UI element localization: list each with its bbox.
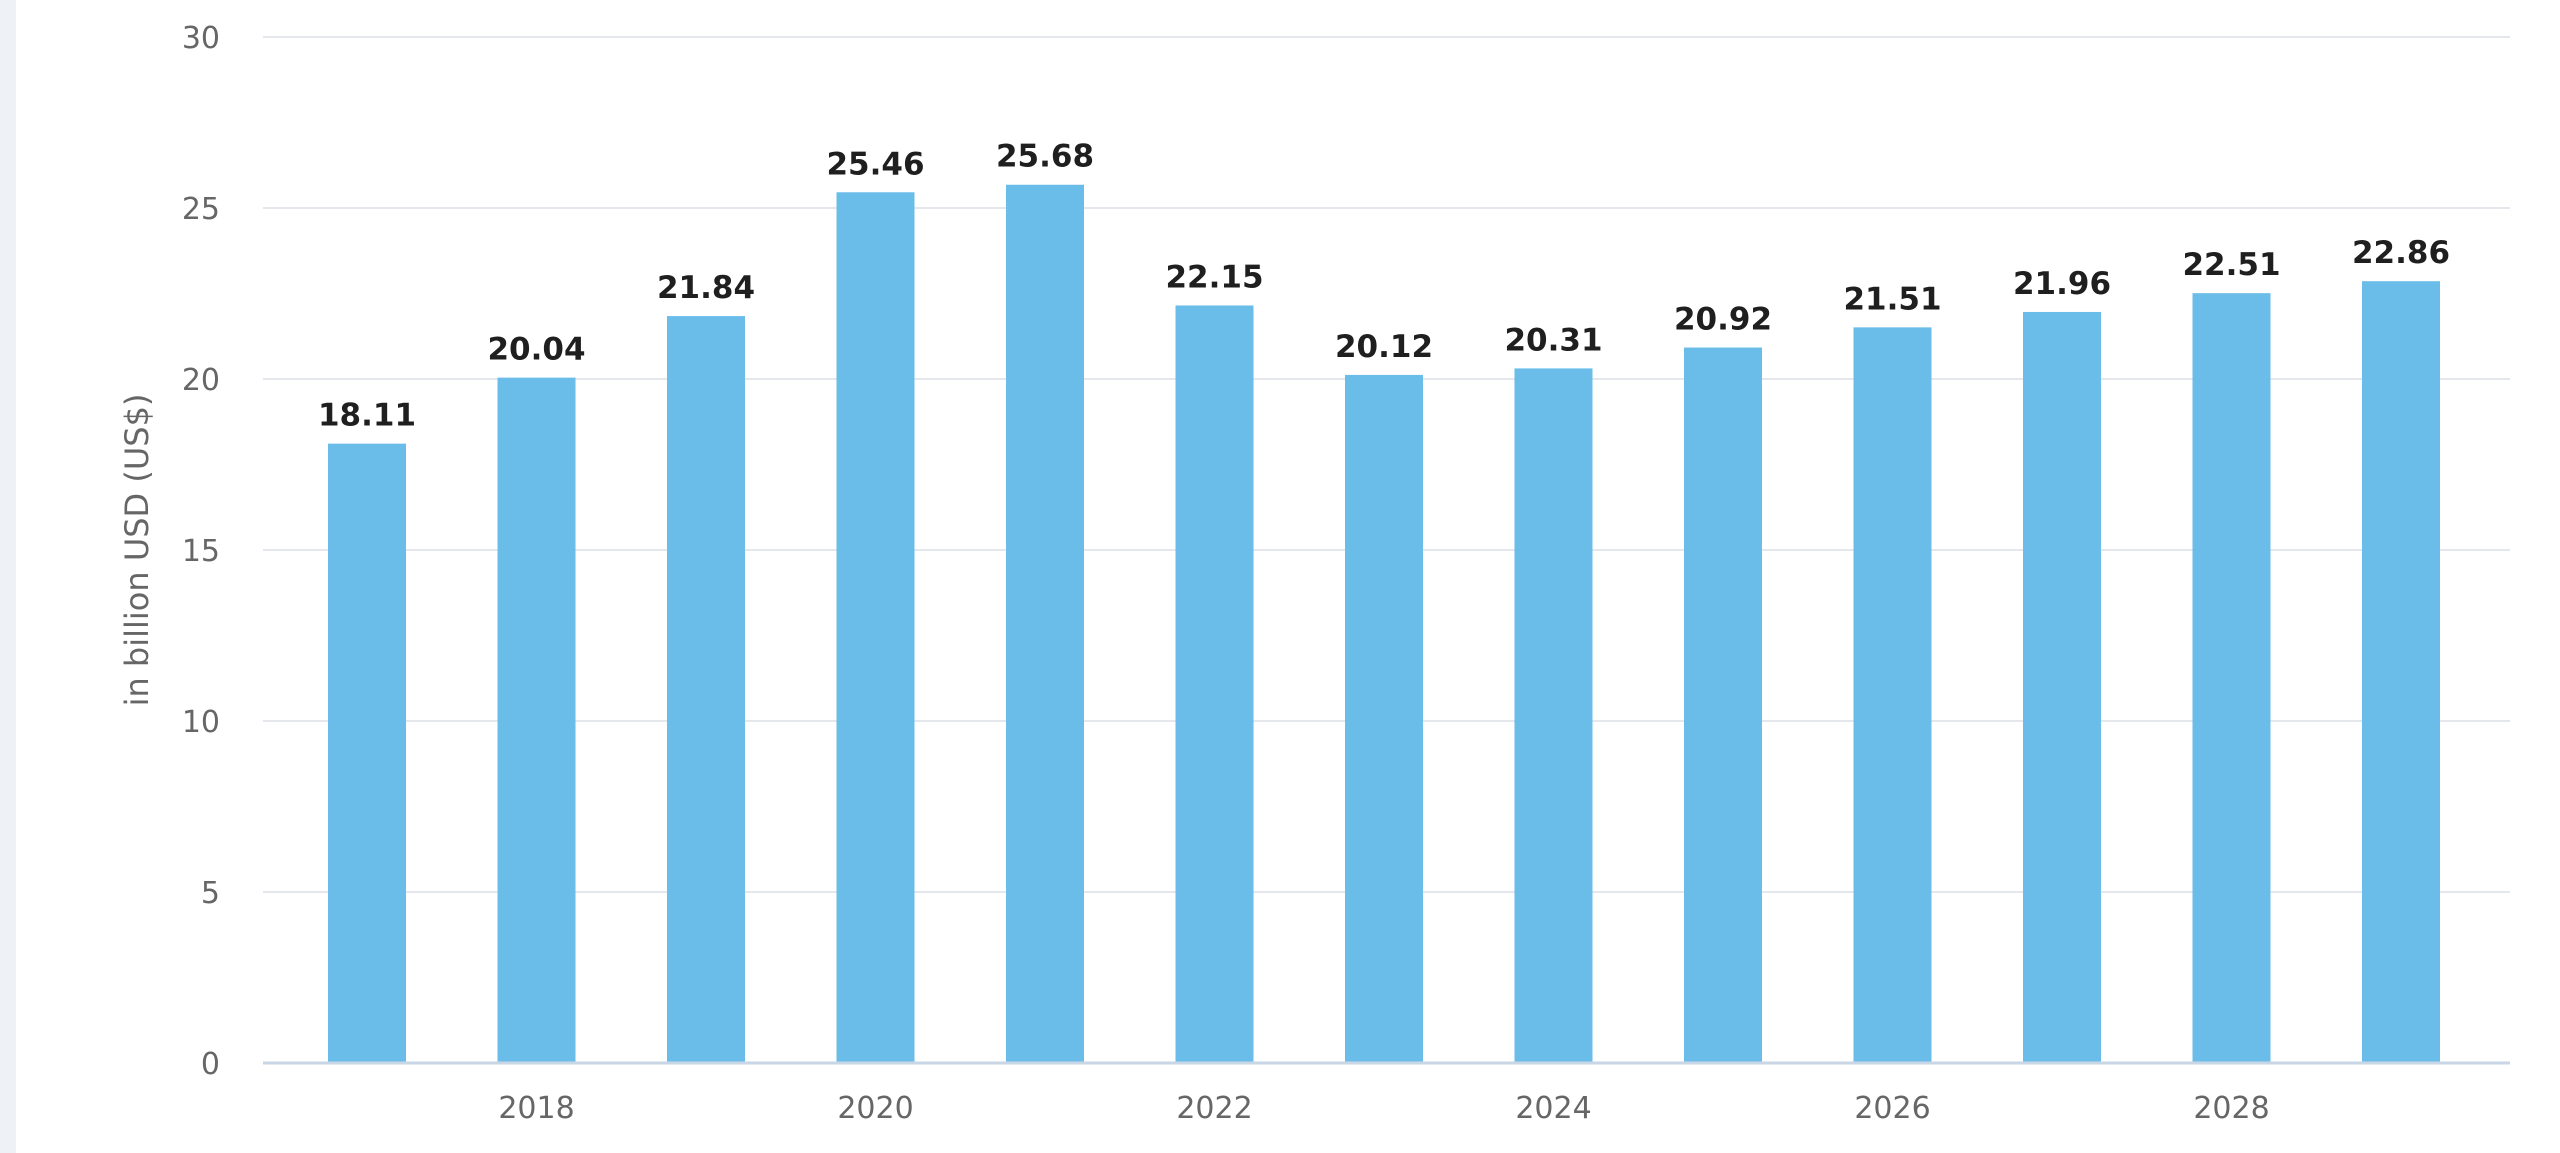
bar-2019[interactable] xyxy=(667,316,745,1063)
y-tick-label: 10 xyxy=(182,705,220,740)
bar-value-label: 22.51 xyxy=(2182,247,2280,283)
bar-value-label: 25.68 xyxy=(996,139,1094,175)
y-tick-label: 30 xyxy=(182,21,220,56)
bar-value-label: 21.96 xyxy=(2013,266,2111,302)
bar-value-label: 22.86 xyxy=(2352,235,2450,271)
bar-2024[interactable] xyxy=(1514,368,1593,1063)
bar-value-label: 21.51 xyxy=(1843,281,1941,317)
y-tick-label: 5 xyxy=(201,876,220,911)
bar-value-label: 20.92 xyxy=(1674,302,1772,338)
bar-2017[interactable] xyxy=(328,443,406,1063)
bar-value-label: 20.12 xyxy=(1335,329,1433,365)
x-axis-ticks: 2018 2020 2022 2024 2026 2028 xyxy=(498,1091,2269,1126)
y-axis-ticks: 0 5 10 15 20 25 30 xyxy=(182,21,220,1082)
bar-2026[interactable] xyxy=(1853,327,1932,1063)
x-tick-label: 2028 xyxy=(2193,1091,2269,1126)
bars xyxy=(328,184,2440,1064)
bar-2029[interactable] xyxy=(2362,281,2440,1063)
y-axis-title: in billion USD (US$) xyxy=(118,394,156,707)
bar-2018[interactable] xyxy=(497,377,576,1064)
y-tick-label: 0 xyxy=(201,1047,220,1082)
bar-2025[interactable] xyxy=(1684,347,1762,1063)
x-tick-label: 2020 xyxy=(837,1091,913,1126)
value-labels: 18.11 20.04 21.84 25.46 25.68 22.15 20.12 20.31… xyxy=(318,139,2450,434)
bar-2020[interactable] xyxy=(836,192,915,1063)
bar-2022[interactable] xyxy=(1175,305,1254,1064)
bar-value-label: 25.46 xyxy=(826,146,924,182)
x-tick-label: 2024 xyxy=(1515,1091,1591,1126)
y-tick-label: 15 xyxy=(182,534,220,569)
x-tick-label: 2026 xyxy=(1854,1091,1930,1126)
bar-value-label: 20.04 xyxy=(487,332,585,368)
chart-panel xyxy=(16,0,2560,1153)
bar-value-label: 21.84 xyxy=(657,270,755,306)
bar-value-label: 18.11 xyxy=(318,398,416,434)
bar-2023[interactable] xyxy=(1345,374,1423,1063)
bar-2027[interactable] xyxy=(2023,311,2101,1063)
x-tick-label: 2018 xyxy=(498,1091,574,1126)
bar-value-label: 20.31 xyxy=(1504,322,1602,358)
x-tick-label: 2022 xyxy=(1176,1091,1252,1126)
bar-2021[interactable] xyxy=(1006,184,1084,1063)
bar-value-label: 22.15 xyxy=(1165,259,1263,295)
bar-2028[interactable] xyxy=(2192,293,2271,1064)
y-tick-label: 25 xyxy=(182,192,220,227)
y-tick-label: 20 xyxy=(182,363,220,398)
